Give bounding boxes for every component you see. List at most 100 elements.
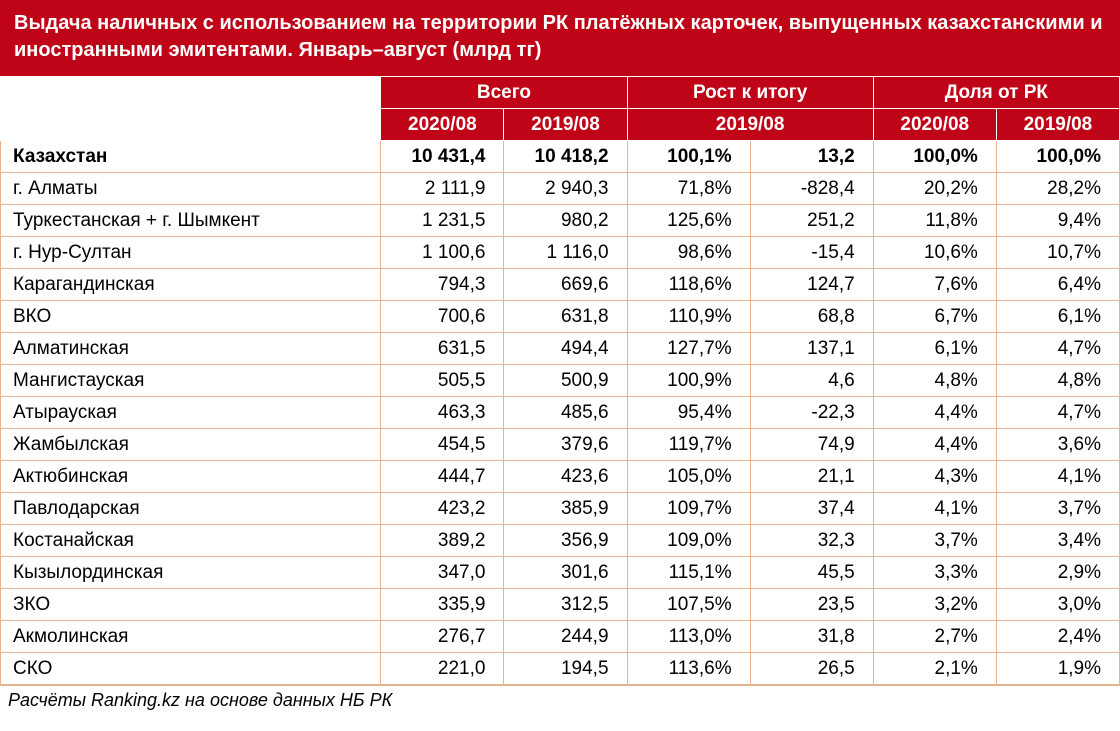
cell-share-2019: 6,1% [996, 301, 1119, 333]
cell-total-2019: 379,6 [504, 429, 627, 461]
table-card: Выдача наличных с использованием на терр… [0, 0, 1120, 719]
table-row: г. Нур-Султан1 100,61 116,098,6%-15,410,… [1, 237, 1120, 269]
table-row: Кызылординская347,0301,6115,1%45,53,3%2,… [1, 557, 1120, 589]
cell-share-2019: 3,6% [996, 429, 1119, 461]
table-row: СКО221,0194,5113,6%26,52,1%1,9% [1, 653, 1120, 685]
table-row: Мангистауская505,5500,9100,9%4,64,8%4,8% [1, 365, 1120, 397]
table-row: Жамбылская454,5379,6119,7%74,94,4%3,6% [1, 429, 1120, 461]
table-title: Выдача наличных с использованием на терр… [0, 0, 1120, 76]
cell-region: СКО [1, 653, 381, 685]
cell-growth-abs: 13,2 [750, 141, 873, 173]
cell-share-2020: 4,4% [873, 429, 996, 461]
cell-growth-abs: 26,5 [750, 653, 873, 685]
col-region-blank [1, 77, 381, 141]
cell-total-2020: 276,7 [381, 621, 504, 653]
cell-share-2020: 7,6% [873, 269, 996, 301]
cell-share-2020: 4,3% [873, 461, 996, 493]
table-row: ВКО700,6631,8110,9%68,86,7%6,1% [1, 301, 1120, 333]
cell-growth-pct: 100,9% [627, 365, 750, 397]
cell-growth-abs: 68,8 [750, 301, 873, 333]
cell-share-2020: 6,7% [873, 301, 996, 333]
table-head: Всего Рост к итогу Доля от РК 2020/08 20… [1, 77, 1120, 141]
cell-region: г. Нур-Султан [1, 237, 381, 269]
col-group-total: Всего [381, 77, 627, 109]
col-share-2019: 2019/08 [996, 109, 1119, 141]
cell-region: г. Алматы [1, 173, 381, 205]
cell-share-2020: 3,3% [873, 557, 996, 589]
cell-total-2020: 454,5 [381, 429, 504, 461]
cell-region: Атырауская [1, 397, 381, 429]
cell-region: Туркестанская + г. Шымкент [1, 205, 381, 237]
table-row: Павлодарская423,2385,9109,7%37,44,1%3,7% [1, 493, 1120, 525]
cell-total-2020: 389,2 [381, 525, 504, 557]
cell-growth-abs: 4,6 [750, 365, 873, 397]
cell-share-2019: 1,9% [996, 653, 1119, 685]
cell-total-2020: 631,5 [381, 333, 504, 365]
cell-growth-pct: 118,6% [627, 269, 750, 301]
cell-total-2019: 10 418,2 [504, 141, 627, 173]
cell-total-2020: 444,7 [381, 461, 504, 493]
cell-growth-pct: 110,9% [627, 301, 750, 333]
cell-share-2019: 10,7% [996, 237, 1119, 269]
cell-total-2019: 669,6 [504, 269, 627, 301]
cell-total-2020: 423,2 [381, 493, 504, 525]
cell-growth-abs: -828,4 [750, 173, 873, 205]
cell-total-2019: 631,8 [504, 301, 627, 333]
table-row: Казахстан10 431,410 418,2100,1%13,2 100,0… [1, 141, 1120, 173]
cell-share-2019: 9,4% [996, 205, 1119, 237]
cell-growth-abs: 124,7 [750, 269, 873, 301]
cell-total-2020: 10 431,4 [381, 141, 504, 173]
cell-growth-abs: 23,5 [750, 589, 873, 621]
cell-share-2019: 100,0% [996, 141, 1119, 173]
table-row: Актюбинская444,7423,6105,0%21,14,3%4,1% [1, 461, 1120, 493]
cell-share-2019: 28,2% [996, 173, 1119, 205]
cell-share-2020: 3,7% [873, 525, 996, 557]
table-row: Акмолинская276,7244,9113,0%31,82,7%2,4% [1, 621, 1120, 653]
table-row: Карагандинская794,3669,6118,6%124,77,6%6… [1, 269, 1120, 301]
col-group-share: Доля от РК [873, 77, 1119, 109]
cell-total-2019: 301,6 [504, 557, 627, 589]
cell-growth-abs: -15,4 [750, 237, 873, 269]
cell-region: ВКО [1, 301, 381, 333]
cell-region: Акмолинская [1, 621, 381, 653]
col-group-growth: Рост к итогу [627, 77, 873, 109]
cell-growth-pct: 125,6% [627, 205, 750, 237]
cell-share-2019: 4,1% [996, 461, 1119, 493]
table-row: ЗКО335,9312,5107,5%23,53,2%3,0% [1, 589, 1120, 621]
cell-region: Кызылординская [1, 557, 381, 589]
col-share-2020: 2020/08 [873, 109, 996, 141]
data-table: Всего Рост к итогу Доля от РК 2020/08 20… [0, 76, 1120, 685]
cell-growth-pct: 115,1% [627, 557, 750, 589]
cell-total-2019: 485,6 [504, 397, 627, 429]
cell-growth-pct: 105,0% [627, 461, 750, 493]
cell-total-2020: 1 231,5 [381, 205, 504, 237]
table-row: Алматинская631,5494,4127,7%137,16,1%4,7% [1, 333, 1120, 365]
cell-growth-abs: 251,2 [750, 205, 873, 237]
cell-region: Костанайская [1, 525, 381, 557]
table-row: Костанайская389,2356,9109,0%32,33,7%3,4% [1, 525, 1120, 557]
cell-share-2019: 3,4% [996, 525, 1119, 557]
cell-total-2020: 463,3 [381, 397, 504, 429]
table-row: г. Алматы2 111,92 940,371,8%-828,420,2%2… [1, 173, 1120, 205]
table-row: Атырауская463,3485,695,4%-22,34,4%4,7% [1, 397, 1120, 429]
cell-share-2020: 11,8% [873, 205, 996, 237]
cell-share-2020: 4,4% [873, 397, 996, 429]
cell-region: ЗКО [1, 589, 381, 621]
cell-share-2019: 2,4% [996, 621, 1119, 653]
cell-growth-abs: 21,1 [750, 461, 873, 493]
cell-share-2020: 2,7% [873, 621, 996, 653]
cell-region: Мангистауская [1, 365, 381, 397]
table-footnote: Расчёты Ranking.kz на основе данных НБ Р… [0, 685, 1120, 719]
cell-region: Казахстан [1, 141, 381, 173]
table-body: Казахстан10 431,410 418,2100,1%13,2 100,0… [1, 141, 1120, 685]
cell-total-2019: 423,6 [504, 461, 627, 493]
cell-share-2020: 6,1% [873, 333, 996, 365]
cell-total-2020: 1 100,6 [381, 237, 504, 269]
cell-total-2019: 244,9 [504, 621, 627, 653]
cell-growth-pct: 100,1% [627, 141, 750, 173]
cell-total-2019: 1 116,0 [504, 237, 627, 269]
cell-total-2019: 980,2 [504, 205, 627, 237]
cell-share-2020: 20,2% [873, 173, 996, 205]
cell-share-2020: 4,1% [873, 493, 996, 525]
cell-growth-abs: 74,9 [750, 429, 873, 461]
